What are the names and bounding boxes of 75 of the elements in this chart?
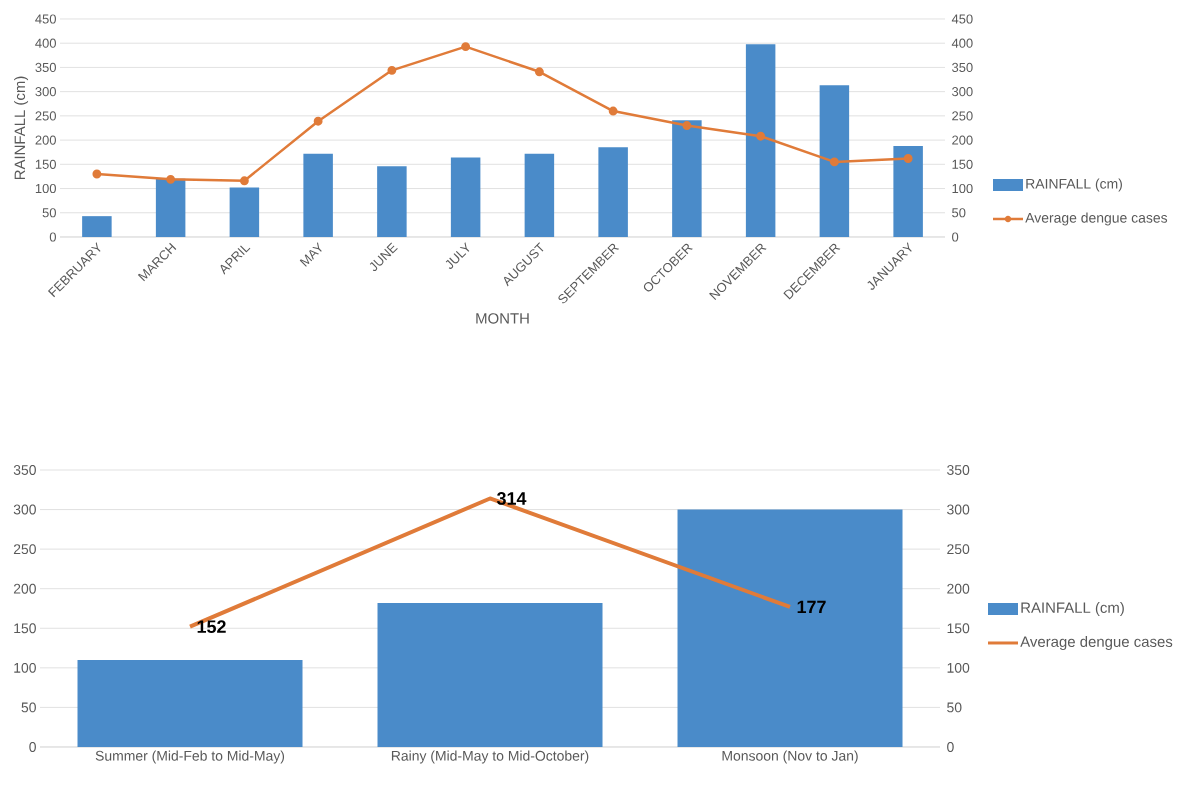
y-tick-label: 350 <box>35 62 56 73</box>
x-axis-title: MONTH <box>476 313 529 324</box>
legend-label: Average dengue cases <box>1020 636 1173 650</box>
legend-label: RAINFALL (cm) <box>1021 602 1124 616</box>
y-tick-label: 450 <box>35 14 56 24</box>
y-tick-label: 50 <box>21 702 36 713</box>
y-tick-label: 250 <box>35 111 56 121</box>
data-label: 314 <box>496 492 527 505</box>
y2-tick-label: 150 <box>952 159 973 169</box>
y-tick-label: 300 <box>35 87 56 97</box>
x-tick-label: Monsoon (Nov to Jan) <box>722 750 858 764</box>
point <box>682 121 692 130</box>
y-tick-label: 100 <box>35 183 56 194</box>
y-tick-label: 0 <box>49 232 56 242</box>
point <box>534 67 544 77</box>
y-tick-label: 150 <box>35 159 56 169</box>
bar <box>677 509 903 747</box>
bar <box>893 145 923 237</box>
bar <box>377 166 407 237</box>
y2-tick-label: 450 <box>951 14 973 24</box>
y-tick-label: 0 <box>29 742 36 752</box>
y-tick-label: 50 <box>42 208 56 218</box>
bar <box>82 216 112 237</box>
y-tick-label: 350 <box>13 465 36 475</box>
x-tick-label: Summer (Mid-Feb to Mid-May) <box>95 750 285 764</box>
bar <box>450 157 481 237</box>
bar <box>524 153 555 237</box>
y2-tick-label: 100 <box>947 662 970 673</box>
bar <box>745 44 776 237</box>
y2-tick-label: 300 <box>952 87 973 97</box>
point <box>166 174 176 184</box>
bar <box>77 659 303 747</box>
y-tick-label: 250 <box>13 544 36 555</box>
y2-tick-label: 150 <box>947 623 970 634</box>
legend-label: Average dengue cases <box>1025 212 1168 226</box>
y2-tick-label: 50 <box>947 702 962 713</box>
y-tick-label: 400 <box>35 38 56 48</box>
point <box>239 176 249 186</box>
y-tick-label: 200 <box>13 583 36 594</box>
x-tick-label: Rainy (Mid-May to Mid-October) <box>391 750 589 764</box>
y2-tick-label: 0 <box>947 742 954 752</box>
data-label: 152 <box>197 620 226 634</box>
data-label: 177 <box>797 600 826 614</box>
y-tick-label: 200 <box>35 135 56 145</box>
point <box>461 42 471 52</box>
point <box>756 131 766 141</box>
bar <box>303 153 333 237</box>
point <box>92 169 102 179</box>
y2-tick-label: 350 <box>947 465 970 475</box>
bar <box>229 187 260 237</box>
y-tick-label: 150 <box>14 623 36 634</box>
legend-label: RAINFALL (cm) <box>1026 178 1122 192</box>
point <box>829 157 839 167</box>
point <box>387 65 397 75</box>
bar <box>377 602 603 747</box>
point <box>608 106 618 116</box>
point <box>313 116 323 126</box>
y2-tick-label: 400 <box>951 38 973 48</box>
bar <box>155 178 186 237</box>
y-axis-title: RAINFALL (cm) <box>14 76 29 180</box>
y2-tick-label: 50 <box>952 208 966 218</box>
point <box>903 154 913 163</box>
y2-tick-label: 250 <box>952 111 973 121</box>
y2-tick-label: 200 <box>952 135 973 145</box>
y2-tick-label: 0 <box>952 232 959 242</box>
bar <box>672 120 702 237</box>
y2-tick-label: 350 <box>952 62 973 73</box>
y2-tick-label: 100 <box>952 183 973 194</box>
y2-tick-label: 200 <box>947 583 970 594</box>
y2-tick-label: 250 <box>947 544 970 555</box>
bar <box>819 85 850 237</box>
y-tick-label: 300 <box>13 504 36 515</box>
y2-tick-label: 300 <box>947 504 970 515</box>
bar <box>598 147 628 237</box>
y-tick-label: 100 <box>14 662 36 673</box>
